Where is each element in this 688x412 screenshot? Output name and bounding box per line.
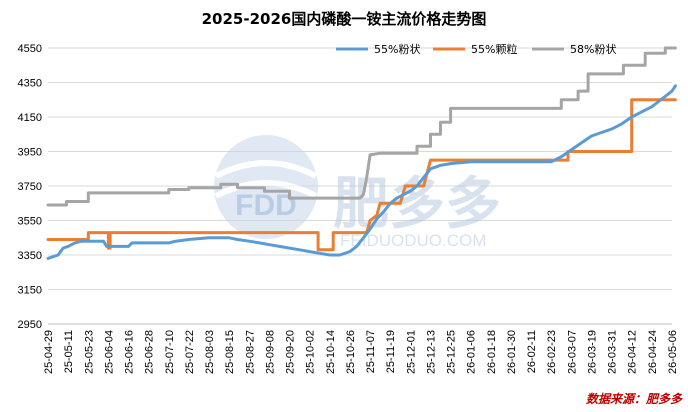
x-tick-label: 25-05-23	[83, 330, 95, 374]
x-tick-label: 25-12-01	[405, 330, 417, 374]
x-tick-label: 26-04-12	[627, 330, 639, 374]
source-note: 数据来源：肥多多	[586, 392, 683, 406]
chart-title: 2025-2026国内磷酸一铵主流价格走势图	[202, 10, 487, 28]
x-tick-label: 25-12-13	[425, 330, 437, 374]
x-tick-label: 25-12-25	[446, 330, 458, 374]
legend-label: 58%粉状	[570, 42, 616, 56]
x-tick-label: 25-11-19	[385, 330, 397, 373]
x-tick-label: 25-07-10	[164, 330, 176, 374]
x-tick-label: 26-01-06	[466, 330, 478, 374]
series-line-2	[46, 46, 677, 207]
x-tick-label: 25-08-03	[204, 330, 216, 374]
series	[46, 46, 677, 260]
y-tick-label: 3550	[18, 216, 42, 228]
x-tick-label: 25-06-16	[124, 330, 136, 374]
x-tick-label: 25-11-07	[365, 330, 377, 373]
y-tick-label: 4150	[18, 112, 42, 124]
watermark-site: FEIDUODUO.COM	[340, 231, 486, 250]
legend-label: 55%颗粒	[471, 42, 517, 56]
axes: 2950 3150 3350 3550 3750 3950 4150 4350 4550 25-0…	[18, 43, 679, 374]
x-tick-label: 26-02-23	[546, 330, 558, 374]
series-line-0	[46, 84, 677, 260]
y-tick-label: 2950	[18, 319, 42, 331]
legend: 55%粉状 55%颗粒 58%粉状	[336, 42, 616, 56]
x-tick-label: 25-04-29	[43, 330, 55, 374]
x-tick-label: 26-03-31	[607, 330, 619, 374]
y-tick-label: 3350	[18, 250, 42, 262]
x-tick-label: 26-03-19	[586, 330, 598, 374]
x-tick-label: 26-05-06	[667, 330, 679, 374]
y-tick-label: 4550	[18, 43, 42, 55]
watermark: FDD 肥多多 FEIDUODUO.COM	[214, 135, 501, 250]
x-tick-label: 26-01-30	[506, 330, 518, 374]
y-tick-label: 3150	[18, 285, 42, 297]
y-tick-label: 4350	[18, 78, 42, 90]
x-tick-label: 25-10-02	[305, 330, 317, 374]
x-tick-label: 26-03-07	[566, 330, 578, 374]
x-tick-label: 25-06-04	[103, 330, 115, 374]
y-tick-label: 3950	[18, 147, 42, 159]
x-tick-label: 25-10-26	[345, 330, 357, 374]
x-tick-label: 25-05-11	[63, 330, 75, 373]
x-tick-label: 25-09-08	[264, 330, 276, 374]
x-tick-label: 25-09-20	[285, 330, 297, 374]
x-tick-label: 25-10-14	[325, 330, 337, 374]
x-tick-label: 25-08-15	[224, 330, 236, 374]
watermark-cn: 肥多多	[333, 172, 501, 237]
x-tick-label: 25-08-27	[244, 330, 256, 374]
watermark-latin: FDD	[235, 189, 297, 222]
y-tick-label: 3750	[18, 181, 42, 193]
x-tick-label: 25-07-22	[184, 330, 196, 374]
legend-label: 55%粉状	[374, 42, 420, 56]
x-tick-label: 25-06-28	[144, 330, 156, 374]
x-tick-label: 26-01-18	[486, 330, 498, 374]
x-tick-label: 26-02-11	[526, 330, 538, 373]
fdd-logo-icon: FDD	[214, 135, 318, 239]
x-tick-label: 26-04-24	[647, 330, 659, 374]
